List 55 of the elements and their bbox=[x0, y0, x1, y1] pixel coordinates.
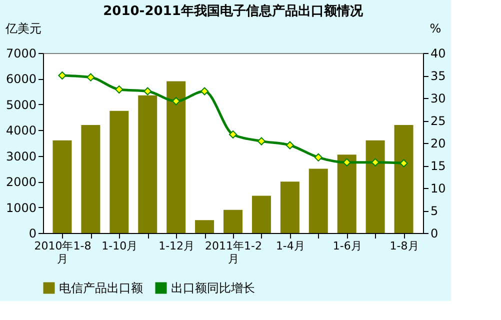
bar bbox=[52, 140, 72, 233]
legend-label: 电信产品出口额 bbox=[59, 281, 143, 295]
bar bbox=[308, 168, 328, 233]
bar bbox=[280, 182, 300, 233]
point bbox=[371, 158, 380, 166]
point bbox=[172, 97, 180, 106]
point bbox=[228, 130, 238, 138]
point bbox=[115, 85, 124, 94]
y-tick-label: 0 bbox=[28, 226, 36, 240]
chart-title: 2010-2011年我国电子信息产品出口额情况 bbox=[103, 3, 364, 19]
y2-tick-label: 5 bbox=[430, 204, 438, 218]
y-tick-label: 6000 bbox=[6, 72, 36, 86]
bar bbox=[110, 110, 129, 233]
bar bbox=[366, 140, 385, 233]
bar bbox=[138, 95, 158, 233]
y-tick-label: 7000 bbox=[6, 46, 36, 60]
x-tick-label: 2010年1-8月 bbox=[34, 240, 92, 266]
x-tick-label: 1-12月 bbox=[158, 240, 195, 252]
y2-tick-label: 0 bbox=[430, 226, 438, 240]
y2-tick-label: 30 bbox=[430, 92, 446, 106]
point bbox=[314, 153, 322, 162]
point bbox=[257, 137, 266, 146]
y2-tick-label: 40 bbox=[430, 46, 446, 60]
bar bbox=[252, 196, 271, 233]
y-tick-label: 5000 bbox=[6, 98, 36, 112]
y2-tick-label: 10 bbox=[430, 182, 446, 196]
x-tick-label: 1-8月 bbox=[390, 240, 419, 252]
bar bbox=[195, 220, 214, 233]
legend-label: 出口额同比增长 bbox=[171, 281, 255, 295]
bar bbox=[81, 125, 100, 233]
point bbox=[86, 73, 95, 82]
point bbox=[144, 87, 152, 96]
y2-tick-label: 25 bbox=[430, 114, 446, 128]
y-tick-label: 1000 bbox=[6, 200, 36, 215]
y2-axis-title: % bbox=[430, 22, 442, 36]
bar bbox=[166, 81, 186, 233]
y-tick-label: 4000 bbox=[6, 124, 36, 138]
point bbox=[200, 87, 209, 96]
x-tick-label: 1-4月 bbox=[276, 240, 305, 252]
y2-tick-label: 20 bbox=[430, 136, 446, 150]
y-tick-label: 3000 bbox=[6, 149, 36, 164]
x-tick-label: 1-10月 bbox=[102, 240, 138, 252]
point bbox=[400, 159, 408, 168]
x-tick-label: 2011年1-2月 bbox=[205, 240, 262, 266]
bar bbox=[394, 125, 414, 233]
y-tick-label: 2000 bbox=[6, 175, 36, 190]
x-tick-label: 1-6月 bbox=[332, 240, 362, 252]
point bbox=[58, 71, 66, 80]
point bbox=[342, 158, 351, 166]
y2-tick-label: 15 bbox=[430, 159, 446, 173]
bar bbox=[337, 154, 356, 233]
y-axis-title: 亿美元 bbox=[4, 22, 42, 36]
y2-tick-label: 35 bbox=[430, 69, 446, 83]
bar bbox=[224, 210, 242, 233]
point bbox=[286, 141, 294, 150]
